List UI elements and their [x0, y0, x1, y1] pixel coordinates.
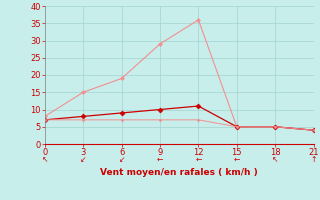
Text: ←: ←: [157, 155, 163, 164]
Text: ↖: ↖: [272, 155, 278, 164]
Text: ←: ←: [195, 155, 202, 164]
Text: ↑: ↑: [310, 155, 317, 164]
Text: ←: ←: [234, 155, 240, 164]
Text: ↖: ↖: [42, 155, 48, 164]
Text: ↙: ↙: [80, 155, 86, 164]
Text: ↙: ↙: [118, 155, 125, 164]
X-axis label: Vent moyen/en rafales ( km/h ): Vent moyen/en rafales ( km/h ): [100, 168, 258, 177]
